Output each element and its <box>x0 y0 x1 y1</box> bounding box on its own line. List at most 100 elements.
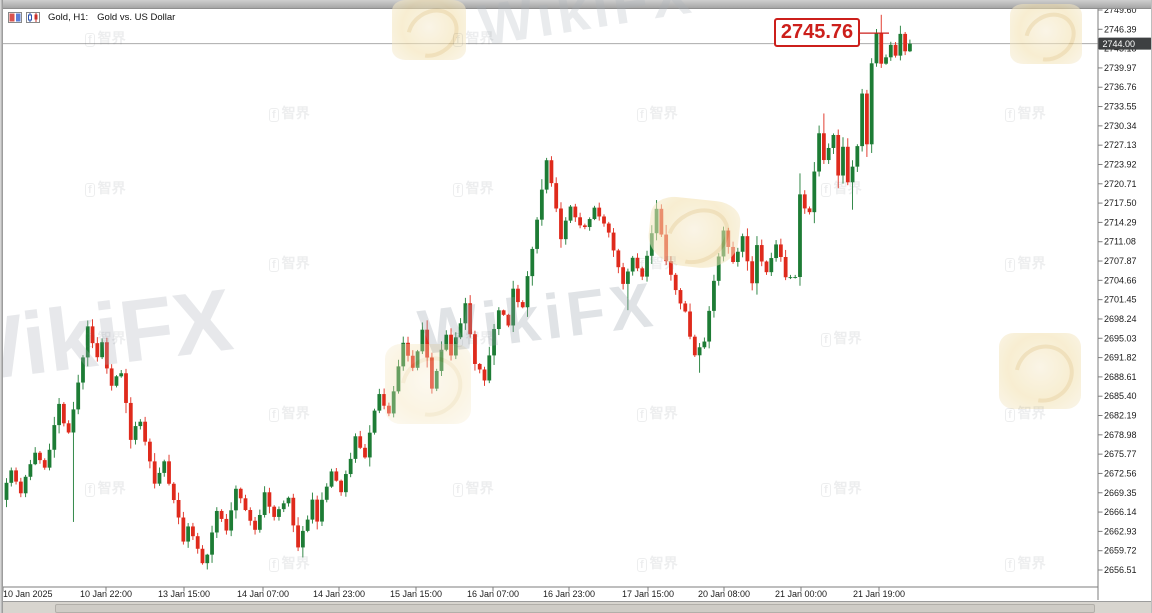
candle-body <box>363 447 367 458</box>
price-axis-label: 2736.76 <box>1104 82 1137 92</box>
price-axis-label: 2656.51 <box>1104 565 1137 575</box>
candle-body <box>372 410 377 433</box>
candle-body <box>802 194 807 209</box>
candle-body <box>425 329 430 358</box>
candle-body <box>788 277 793 279</box>
candle-body <box>831 134 836 148</box>
candle-body <box>33 452 38 465</box>
candle-body <box>865 93 869 145</box>
candle-body <box>549 160 554 184</box>
candle-body <box>678 290 683 304</box>
candle-body <box>606 223 611 233</box>
candle-body <box>654 208 659 234</box>
candle-body <box>23 476 28 494</box>
price-axis-label: 2733.55 <box>1104 102 1137 112</box>
candle-body <box>630 257 635 272</box>
candle-body <box>81 357 85 383</box>
candle-body <box>563 220 568 240</box>
candle-body <box>76 382 81 410</box>
candle-body <box>305 519 310 531</box>
price-axis-label: 2720.71 <box>1104 179 1137 189</box>
price-callout[interactable]: 2745.76 <box>774 18 860 47</box>
candle-body <box>836 134 841 176</box>
window-top-strip <box>0 0 1152 9</box>
candle-body <box>109 368 114 386</box>
candle-body <box>716 256 721 281</box>
candle-body <box>807 208 812 213</box>
price-axis-label: 2695.03 <box>1104 333 1137 343</box>
candle-body <box>731 246 735 262</box>
price-axis-label: 2739.97 <box>1104 63 1137 73</box>
candle-body <box>334 471 339 481</box>
candle-body <box>774 244 778 259</box>
price-axis-label: 2682.19 <box>1104 411 1137 421</box>
candle-body <box>176 499 181 518</box>
candle-body <box>473 334 477 364</box>
candle-body <box>539 189 544 220</box>
candle-body <box>343 474 348 493</box>
candle-body <box>496 310 501 330</box>
candle-body <box>253 520 257 530</box>
candle-body <box>224 518 229 531</box>
candle-body <box>143 421 148 442</box>
candle-body <box>611 232 616 251</box>
candle-body <box>200 548 205 564</box>
candle-body <box>348 458 353 475</box>
time-axis-label: 10 Jan 22:00 <box>80 589 132 599</box>
candle-body <box>501 310 506 315</box>
price-axis-label: 2691.82 <box>1104 353 1137 363</box>
candle-body <box>759 245 764 262</box>
candle-body <box>243 498 248 511</box>
candle-body <box>152 461 157 484</box>
candle-body <box>826 147 831 161</box>
candle-body <box>167 461 171 484</box>
window-bottom-strip <box>0 601 1152 613</box>
candle-body <box>645 255 649 277</box>
candle-body <box>573 206 578 218</box>
candle-body <box>487 355 492 381</box>
candle-body <box>439 349 444 371</box>
candle-body <box>71 409 76 433</box>
price-axis-label: 2714.29 <box>1104 217 1137 227</box>
candle-body <box>133 426 138 440</box>
candle-body <box>329 471 334 487</box>
candle-body <box>530 248 535 277</box>
candle-body <box>453 337 458 356</box>
candle-body <box>66 423 71 433</box>
time-axis-label: 14 Jan 07:00 <box>237 589 289 599</box>
candle-body <box>219 510 224 519</box>
candle-body <box>449 334 453 356</box>
candle-body <box>750 261 755 284</box>
candle-body <box>234 488 238 511</box>
candle-body <box>296 525 300 548</box>
candle-body <box>702 341 707 348</box>
candlestick-icon[interactable] <box>26 12 40 23</box>
candle-body <box>420 329 425 352</box>
price-axis-label: 2727.13 <box>1104 140 1137 150</box>
candle-body <box>683 303 688 312</box>
candle-body <box>649 233 654 256</box>
candle-body <box>272 506 277 517</box>
candle-body <box>320 499 324 522</box>
candle-body <box>621 267 626 284</box>
candle-body <box>310 499 315 520</box>
candles <box>4 14 912 570</box>
candle-body <box>444 334 449 350</box>
time-axis-label: 16 Jan 07:00 <box>467 589 519 599</box>
chart-header: Gold, H1: Gold vs. US Dollar <box>8 12 175 23</box>
candle-body <box>798 194 802 278</box>
candle-body <box>884 57 888 64</box>
chart-window-icon[interactable] <box>8 12 22 23</box>
candle-body <box>148 441 152 462</box>
candle-body <box>324 486 329 500</box>
candle-body <box>195 536 200 549</box>
candle-body <box>616 250 621 268</box>
candle-body <box>688 311 692 337</box>
candle-body <box>841 146 845 176</box>
candle-body <box>850 166 855 183</box>
horizontal-scrollbar[interactable] <box>55 604 1095 613</box>
candle-body <box>845 146 850 183</box>
